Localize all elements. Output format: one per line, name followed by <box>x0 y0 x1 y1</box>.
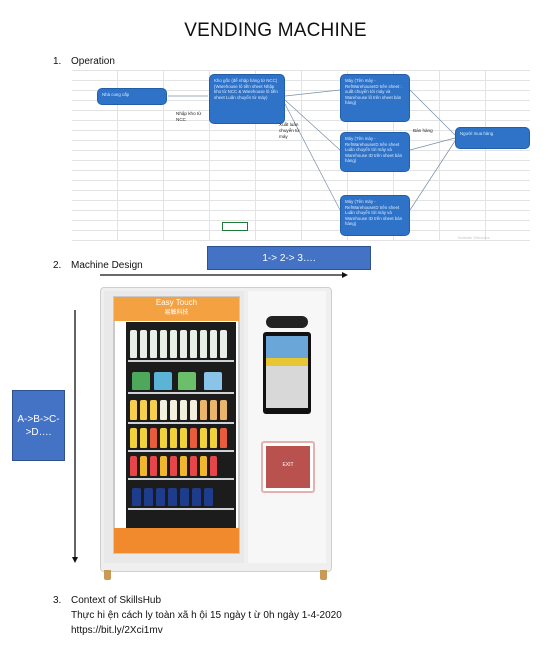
section-label: Context of SkillsHub <box>71 595 162 606</box>
horizontal-order-box: 1-> 2-> 3…. <box>207 246 371 270</box>
connector-warehouse-machine1 <box>284 89 341 97</box>
node-customer: Người mua hàng <box>455 127 530 149</box>
connector-warehouse-machine2 <box>284 99 341 151</box>
section-context-heading: 3. Context of SkillsHub <box>53 595 161 606</box>
node-machine-1: Máy (Tên máy - RefWarehouseID trên sheet… <box>340 74 410 122</box>
selected-cell <box>222 222 248 231</box>
section-number: 3. <box>53 595 62 606</box>
section-label: Machine Design <box>71 260 143 271</box>
product-shelves <box>126 322 236 528</box>
vertical-arrow-head <box>72 557 78 563</box>
node-warehouse: Kho gốc (để nhập hàng từ NCC) (Warehouse… <box>209 74 285 124</box>
exit-label: EXIT <box>282 462 294 468</box>
horizontal-arrow-head <box>342 272 348 278</box>
label-sell: Bán hàng <box>413 128 433 133</box>
touch-screen-display <box>266 336 308 408</box>
section-number: 2. <box>53 260 62 271</box>
label-import: Nhập kho từ NCC <box>176 111 202 122</box>
node-machine-2: Máy (Tên máy - RefWarehouseID trên sheet… <box>340 132 410 172</box>
section-number: 1. <box>53 56 62 67</box>
page-title: VENDING MACHINE <box>184 20 367 41</box>
connector-machine3-customer <box>409 140 456 211</box>
node-supplier: Nhà cung cấp <box>97 88 167 105</box>
context-link[interactable]: https://bit.ly/2Xci1mv <box>71 625 163 636</box>
pickup-slot-door <box>266 446 310 488</box>
section-design-heading: 2. Machine Design <box>53 260 143 271</box>
node-machine-3: Máy (Tên máy - RefWarehouseID trên sheet… <box>340 195 410 236</box>
camera-bar <box>266 316 308 328</box>
connector-warehouse-machine3 <box>284 103 341 211</box>
label-transfer: Xuất luân chuyển từ máy <box>279 122 300 139</box>
section-operation-heading: 1. Operation <box>53 56 115 67</box>
machine-leg-left <box>104 570 111 580</box>
brand-name: Easy Touch <box>155 298 198 307</box>
section-label: Operation <box>71 56 115 67</box>
connector-machine2-customer <box>409 137 456 151</box>
brand-banner: Easy Touch 易触科技 <box>114 297 239 321</box>
machine-leg-right <box>320 570 327 580</box>
vertical-order-box: A->B->C->D…. <box>12 390 65 461</box>
context-text: Thực hi ện cách ly toàn xã h ội 15 ngày … <box>71 610 342 621</box>
brand-subname: 易触科技 <box>164 310 189 316</box>
watermark: Activate Windows <box>458 235 490 240</box>
connector-machine1-customer <box>409 89 456 136</box>
machine-bottom-band <box>114 528 239 553</box>
